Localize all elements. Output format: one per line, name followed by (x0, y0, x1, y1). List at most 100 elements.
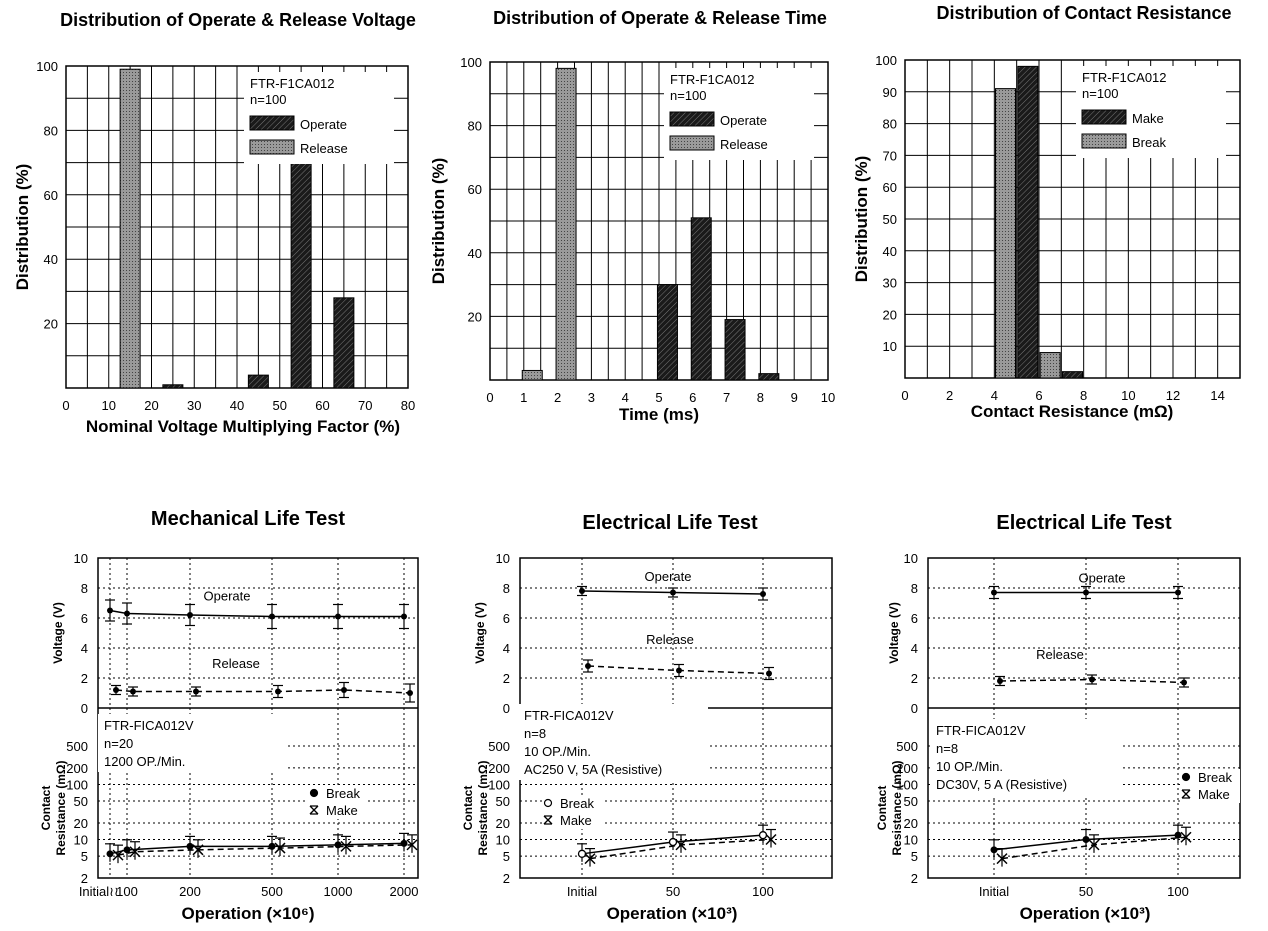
data-point-make (112, 849, 124, 861)
x-tick-label: 1000 (324, 884, 353, 899)
legend-background (542, 812, 602, 829)
bar-operate (724, 319, 746, 381)
y-tick-label: 40 (44, 252, 58, 267)
data-point-make (1180, 831, 1192, 843)
legend-label: Make (1132, 111, 1164, 126)
chart-title: Distribution of Operate & Release Time (493, 8, 827, 28)
chart-title: Electrical Life Test (996, 512, 1172, 534)
annotation-text: FTR-F1CA012 (250, 76, 335, 91)
data-point-break (1082, 836, 1090, 844)
legend-marker-break (1181, 772, 1191, 782)
legend-marker-break (543, 798, 553, 808)
chart-title: Distribution of Operate & Release Voltag… (60, 10, 416, 30)
x-tick-label: 200 (179, 884, 201, 899)
x-tick-label: 100 (752, 884, 774, 899)
data-point-break (106, 850, 114, 858)
y-tick-label: 20 (44, 317, 58, 332)
y-tick-label: 20 (74, 816, 88, 831)
y-tick-label: 4 (911, 641, 918, 656)
legend-swatch-make (1081, 109, 1127, 125)
y-tick-label: 10 (496, 551, 510, 566)
y-tick-label: 20 (904, 816, 918, 831)
y-axis-label: Voltage (V) (473, 602, 487, 664)
y-tick-label: 80 (44, 123, 58, 138)
y-axis-label: Voltage (V) (887, 602, 901, 664)
y-tick-label: 100 (66, 777, 88, 792)
x-tick-label: 6 (1035, 388, 1042, 403)
annotation-text: n=100 (250, 92, 287, 107)
annotation-text: n=100 (670, 88, 707, 103)
x-tick-label: 50 (273, 398, 287, 413)
data-point-release (113, 687, 119, 693)
x-tick-label: 30 (187, 398, 201, 413)
y-tick-label: 50 (904, 794, 918, 809)
series-label-operate: Operate (1079, 571, 1126, 586)
x-tick-label: 10 (102, 398, 116, 413)
y-tick-label: 50 (883, 212, 897, 227)
bar-operate (656, 284, 678, 381)
y-tick-label: 8 (911, 581, 918, 596)
bar-release (521, 369, 543, 381)
data-point-break (123, 846, 131, 854)
data-point-make (274, 842, 286, 854)
data-point-release (766, 670, 772, 677)
y-tick-label: 0 (81, 701, 88, 716)
y-tick-label: 20 (883, 307, 897, 322)
x-tick-label: 100 (116, 884, 138, 899)
legend-swatch-break (1081, 133, 1127, 149)
y-axis-label: Distribution (%) (852, 156, 871, 283)
x-tick-label: 14 (1210, 388, 1224, 403)
x-tick-label: 4 (991, 388, 998, 403)
y-tick-label: 100 (896, 777, 918, 792)
bar-operate (247, 374, 269, 389)
data-point-operate (124, 610, 130, 617)
data-point-operate (670, 589, 676, 596)
x-tick-label: 1 (520, 390, 527, 405)
legend-background (1180, 769, 1240, 786)
data-point-operate (991, 589, 997, 596)
data-point-make (192, 844, 204, 856)
y-tick-label: 8 (503, 581, 510, 596)
annotation-text: 10 OP./Min. (936, 759, 1003, 774)
y-tick-label: 20 (496, 816, 510, 831)
y-tick-label: 5 (81, 849, 88, 864)
data-point-make (675, 839, 687, 851)
legend-label: Operate (300, 117, 347, 132)
y-axis-label: Resistance (mΩ) (54, 761, 68, 856)
y-tick-label: 90 (883, 85, 897, 100)
data-point-release (130, 688, 136, 695)
x-tick-label: 10 (821, 390, 835, 405)
data-point-release (1089, 676, 1095, 683)
bar-break (995, 88, 1016, 379)
x-tick-label: 4 (622, 390, 629, 405)
data-point-operate (335, 613, 341, 620)
y-tick-label: 5 (503, 849, 510, 864)
x-tick-label: 0 (486, 390, 493, 405)
x-tick-label: 6 (689, 390, 696, 405)
data-point-break (990, 846, 998, 854)
y-tick-label: 8 (81, 581, 88, 596)
series-label-release: Release (1036, 647, 1084, 662)
data-point-break (1174, 831, 1182, 839)
y-axis-label: Resistance (mΩ) (476, 761, 490, 856)
y-tick-label: 100 (875, 53, 897, 68)
y-tick-label: 0 (911, 701, 918, 716)
x-tick-label: 7 (723, 390, 730, 405)
bar-release (119, 68, 141, 389)
x-tick-label: Initial (567, 884, 597, 899)
x-tick-label: 0 (901, 388, 908, 403)
annotation-text: FTR-FICA012V (104, 718, 194, 733)
data-point-release (407, 690, 413, 696)
x-axis-label: Contact Resistance (mΩ) (971, 402, 1174, 421)
bar-operate (690, 217, 712, 381)
y-tick-label: 4 (503, 641, 510, 656)
data-point-operate (269, 613, 275, 620)
y-tick-label: 4 (81, 641, 88, 656)
data-point-release (275, 688, 281, 695)
y-tick-label: 200 (66, 761, 88, 776)
